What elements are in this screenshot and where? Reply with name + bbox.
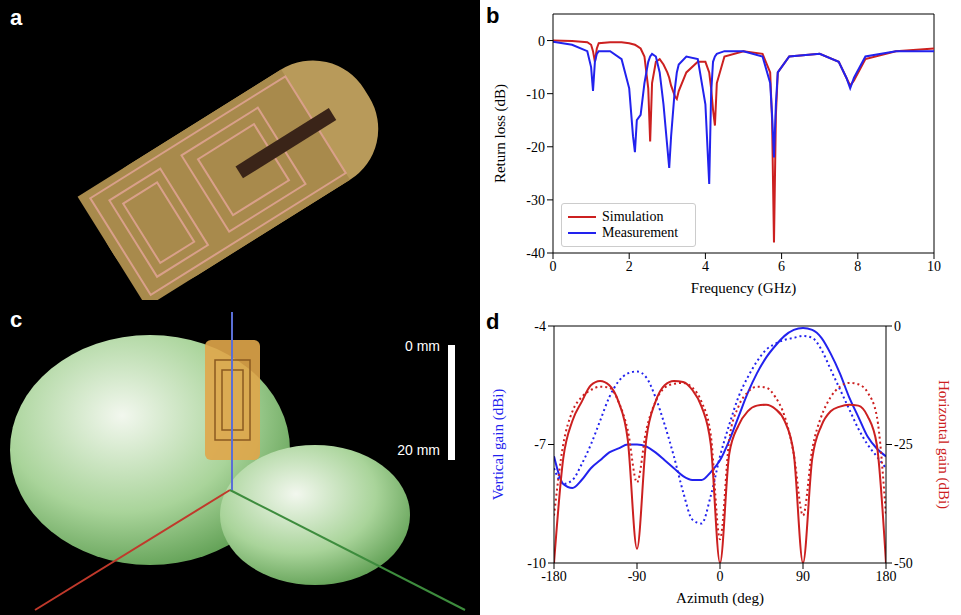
svg-text:8: 8 <box>854 259 861 274</box>
svg-text:-10: -10 <box>527 556 546 571</box>
svg-text:2: 2 <box>626 259 633 274</box>
svg-text:180: 180 <box>876 569 897 584</box>
html-text:Measurement: Measurement <box>602 225 679 240</box>
html-text:c: c <box>10 307 23 332</box>
svg-text:0: 0 <box>717 569 724 584</box>
svg-text:-30: -30 <box>526 193 545 208</box>
svg-text:10: 10 <box>927 259 941 274</box>
html-text:Simulation: Simulation <box>602 209 664 224</box>
svg-text:6: 6 <box>778 259 785 274</box>
svg-text:-40: -40 <box>526 246 545 261</box>
svg-text:Vertical gain (dBi): Vertical gain (dBi) <box>490 389 507 501</box>
html-text:20 mm: 20 mm <box>397 442 440 458</box>
svg-text:0: 0 <box>538 34 545 49</box>
svg-text:-20: -20 <box>526 140 545 155</box>
html-text:d: d <box>486 309 500 334</box>
html-text:a: a <box>10 5 23 30</box>
svg-text:-25: -25 <box>894 437 913 452</box>
svg-text:4: 4 <box>702 259 709 274</box>
svg-text:-7: -7 <box>534 437 546 452</box>
svg-text:0: 0 <box>550 259 557 274</box>
svg-text:-90: -90 <box>628 569 647 584</box>
svg-text:0: 0 <box>894 319 901 334</box>
svg-text:Azimuth (deg): Azimuth (deg) <box>676 590 764 607</box>
html-text:0 mm: 0 mm <box>405 338 440 354</box>
svg-text:Return loss (dB): Return loss (dB) <box>492 84 509 183</box>
svg-text:90: 90 <box>796 569 810 584</box>
svg-text:-10: -10 <box>526 87 545 102</box>
svg-text:Horizontal gain (dBi): Horizontal gain (dBi) <box>935 380 952 509</box>
svg-text:Frequency (GHz): Frequency (GHz) <box>691 280 796 297</box>
svg-text:-4: -4 <box>534 319 546 334</box>
svg-text:-180: -180 <box>541 569 567 584</box>
html-text:b: b <box>486 3 500 28</box>
svg-text:-50: -50 <box>894 556 913 571</box>
